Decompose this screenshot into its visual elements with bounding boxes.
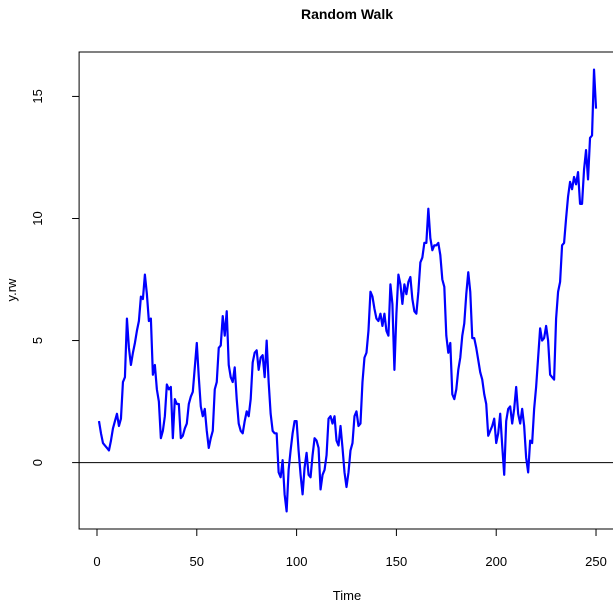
x-tick-label: 200 (485, 554, 507, 569)
x-axis-title: Time (333, 588, 361, 603)
y-tick-label: 10 (30, 211, 45, 225)
chart-title: Random Walk (301, 6, 393, 22)
data-line (97, 68, 598, 513)
x-tick-label: 150 (386, 554, 408, 569)
x-tick-label: 250 (585, 554, 607, 569)
y-axis-title: y.rw (4, 278, 19, 301)
y-tick-label: 0 (30, 459, 45, 466)
x-tick-label: 100 (286, 554, 308, 569)
x-tick-label: 0 (93, 554, 100, 569)
x-tick-label: 50 (190, 554, 204, 569)
y-tick-label: 5 (30, 337, 45, 344)
plot-frame (78, 51, 613, 530)
y-tick-label: 15 (30, 89, 45, 103)
